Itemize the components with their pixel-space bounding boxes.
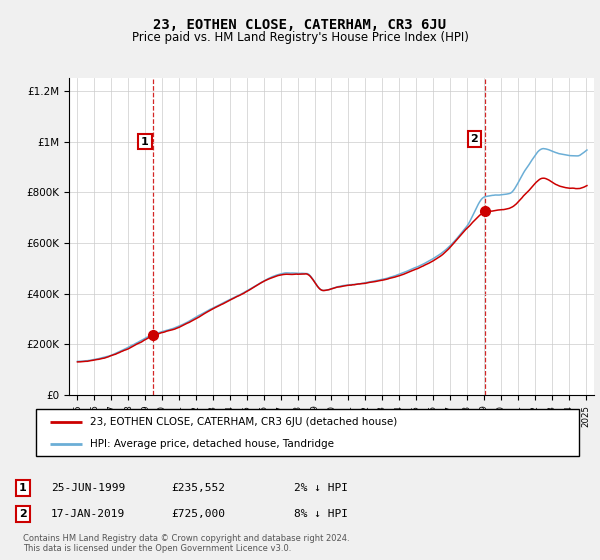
Text: 8% ↓ HPI: 8% ↓ HPI [294, 509, 348, 519]
Text: £235,552: £235,552 [171, 483, 225, 493]
Text: Contains HM Land Registry data © Crown copyright and database right 2024.
This d: Contains HM Land Registry data © Crown c… [23, 534, 349, 553]
Text: 2: 2 [470, 134, 478, 144]
Text: HPI: Average price, detached house, Tandridge: HPI: Average price, detached house, Tand… [91, 439, 334, 449]
Text: 2% ↓ HPI: 2% ↓ HPI [294, 483, 348, 493]
Text: 2: 2 [19, 509, 26, 519]
Text: 25-JUN-1999: 25-JUN-1999 [51, 483, 125, 493]
Text: Price paid vs. HM Land Registry's House Price Index (HPI): Price paid vs. HM Land Registry's House … [131, 31, 469, 44]
Text: 23, EOTHEN CLOSE, CATERHAM, CR3 6JU (detached house): 23, EOTHEN CLOSE, CATERHAM, CR3 6JU (det… [91, 417, 398, 427]
Text: 23, EOTHEN CLOSE, CATERHAM, CR3 6JU: 23, EOTHEN CLOSE, CATERHAM, CR3 6JU [154, 18, 446, 32]
Text: 1: 1 [141, 137, 149, 147]
Text: £725,000: £725,000 [171, 509, 225, 519]
Text: 17-JAN-2019: 17-JAN-2019 [51, 509, 125, 519]
FancyBboxPatch shape [36, 409, 579, 456]
Text: 1: 1 [19, 483, 26, 493]
